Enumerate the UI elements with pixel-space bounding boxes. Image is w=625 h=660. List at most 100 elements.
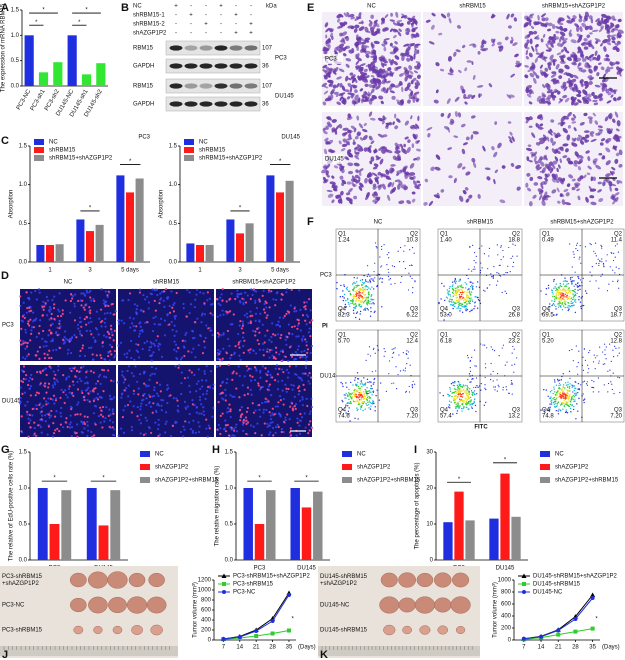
- nucleus: [109, 359, 111, 361]
- edu-nucleus: [171, 307, 173, 309]
- y-tick-label: 0.5: [19, 522, 28, 528]
- edu-nucleus: [71, 297, 73, 299]
- nucleus: [202, 393, 204, 395]
- event: [601, 258, 602, 259]
- nucleus: [41, 432, 43, 434]
- tumor: [380, 597, 399, 614]
- edu-nucleus: [218, 353, 220, 355]
- nucleus: [263, 290, 265, 292]
- nucleus: [268, 351, 270, 353]
- nucleus: [159, 323, 161, 325]
- event: [360, 313, 361, 314]
- nucleus: [138, 322, 140, 324]
- tumor: [149, 573, 165, 587]
- bar: [286, 181, 294, 262]
- quadrant-value: 82.3: [338, 313, 350, 319]
- nucleus: [249, 311, 251, 313]
- edu-nucleus: [58, 323, 60, 325]
- event: [350, 382, 351, 383]
- event: [563, 301, 564, 302]
- edu-nucleus: [45, 302, 47, 304]
- nucleus: [131, 429, 133, 431]
- nucleus: [111, 331, 113, 333]
- event: [464, 291, 465, 292]
- nucleus: [306, 301, 308, 303]
- nucleus: [242, 302, 244, 304]
- event: [575, 272, 576, 273]
- event: [439, 392, 440, 393]
- event: [394, 266, 395, 267]
- event: [412, 387, 413, 388]
- edu-nucleus: [43, 309, 45, 311]
- event: [589, 272, 590, 273]
- nucleus: [206, 393, 208, 395]
- edu-nucleus: [69, 385, 71, 387]
- edu-nucleus: [111, 334, 113, 336]
- edu-nucleus: [76, 370, 78, 372]
- nucleus: [136, 308, 138, 310]
- event: [562, 298, 563, 299]
- nucleus: [128, 385, 130, 387]
- photo-label: +shAZGP1P2: [2, 581, 40, 587]
- edu-nucleus: [28, 422, 30, 424]
- nucleus: [22, 356, 24, 358]
- nucleus: [210, 329, 212, 331]
- legend-label: NC: [155, 452, 164, 458]
- event: [472, 395, 473, 396]
- edu-nucleus: [280, 399, 282, 401]
- event: [578, 286, 579, 287]
- event: [616, 267, 617, 268]
- legend-label: DU145-shRBM15+shAZGP1P2: [533, 574, 618, 580]
- nucleus: [115, 310, 117, 312]
- event: [364, 395, 365, 396]
- edu-nucleus: [150, 432, 152, 434]
- event: [459, 399, 460, 400]
- event: [562, 302, 563, 303]
- column-label: shRBM15: [467, 220, 494, 226]
- nucleus: [92, 359, 94, 361]
- event: [359, 396, 360, 397]
- nucleus: [301, 416, 303, 418]
- nucleus: [103, 334, 105, 336]
- event: [360, 290, 361, 291]
- edu-nucleus: [247, 386, 249, 388]
- event: [353, 400, 354, 401]
- nucleus: [146, 296, 148, 298]
- event: [549, 303, 550, 304]
- event: [369, 346, 370, 347]
- edu-nucleus: [42, 314, 44, 316]
- edu-nucleus: [74, 375, 76, 377]
- nucleus: [77, 401, 79, 403]
- nucleus: [217, 358, 219, 360]
- edu-nucleus: [242, 422, 244, 424]
- nucleus: [299, 419, 301, 421]
- event: [474, 365, 475, 366]
- edu-nucleus: [55, 399, 57, 401]
- edu-nucleus: [254, 334, 256, 336]
- edu-nucleus: [21, 393, 23, 395]
- event: [356, 313, 357, 314]
- event: [573, 297, 574, 298]
- event: [572, 305, 573, 306]
- nucleus: [52, 386, 54, 388]
- edu-nucleus: [20, 380, 22, 382]
- x-axis-label: (Days): [602, 645, 620, 651]
- edu-nucleus: [249, 315, 251, 317]
- event: [494, 350, 495, 351]
- edu-nucleus: [295, 408, 297, 410]
- event: [396, 388, 397, 389]
- nucleus: [218, 424, 220, 426]
- edu-nucleus: [209, 427, 211, 429]
- nucleus: [104, 322, 106, 324]
- event: [510, 258, 511, 259]
- event: [463, 385, 464, 386]
- bar: [236, 233, 244, 262]
- nucleus: [297, 324, 299, 326]
- y-tick-label: 800: [201, 598, 212, 604]
- event: [355, 377, 356, 378]
- nucleus: [139, 333, 141, 335]
- event: [371, 294, 372, 295]
- event: [368, 396, 369, 397]
- event: [553, 279, 554, 280]
- edu-nucleus: [220, 385, 222, 387]
